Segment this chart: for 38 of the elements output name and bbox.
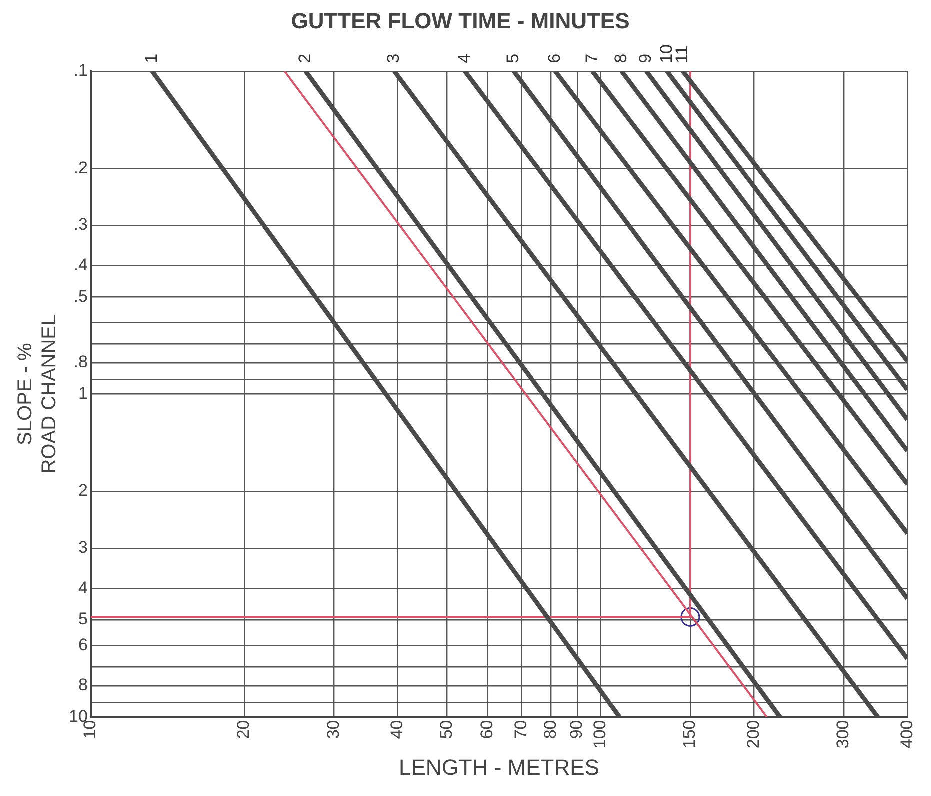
x-tick-label: 40 xyxy=(388,720,407,740)
x-tick-label: 150 xyxy=(680,720,700,749)
text: 2 xyxy=(296,54,315,64)
x-tick-label: 50 xyxy=(436,720,456,740)
y-tick-label: 1 xyxy=(78,384,88,404)
x-tick-label: 20 xyxy=(234,720,254,740)
y-tick-label: 8 xyxy=(78,676,88,695)
text: 1 xyxy=(142,54,162,64)
y-tick-label: .3 xyxy=(74,215,88,234)
chart-title: GUTTER FLOW TIME - MINUTES xyxy=(291,8,630,34)
x-tick-label: 70 xyxy=(511,720,530,740)
y-tick-label: .4 xyxy=(74,256,88,275)
x-tick-label: 80 xyxy=(540,720,560,740)
y-tick-label: 5 xyxy=(78,610,88,629)
y-tick-label: .1 xyxy=(74,61,88,80)
y-tick-label: 4 xyxy=(78,578,88,598)
x-tick-label: 200 xyxy=(744,720,763,749)
y-tick-label: .8 xyxy=(74,352,88,372)
x-axis-title: LENGTH - METRES xyxy=(399,754,600,780)
text: 8 xyxy=(611,54,630,64)
y-tick-label: 2 xyxy=(78,481,88,500)
x-tick-label: 400 xyxy=(897,720,916,749)
y-tick-label: .2 xyxy=(74,158,88,178)
y-axis-title: SLOPE - % ROAD CHANNEL xyxy=(14,314,61,474)
x-tick-label: 100 xyxy=(590,720,610,749)
x-tick-label: 90 xyxy=(567,720,586,740)
x-tick-label: 300 xyxy=(834,720,853,749)
y-tick-label: .5 xyxy=(74,286,88,306)
text: 3 xyxy=(384,54,404,64)
y-tick-label: 6 xyxy=(78,635,88,654)
y-tick-label: 3 xyxy=(78,538,88,558)
text: 5 xyxy=(504,54,523,64)
text: 4 xyxy=(454,54,474,64)
text: 9 xyxy=(636,54,656,64)
text: 6 xyxy=(545,54,564,64)
x-tick-label: 60 xyxy=(477,720,496,740)
text: 7 xyxy=(582,54,602,64)
x-tick-label: 30 xyxy=(324,720,343,740)
